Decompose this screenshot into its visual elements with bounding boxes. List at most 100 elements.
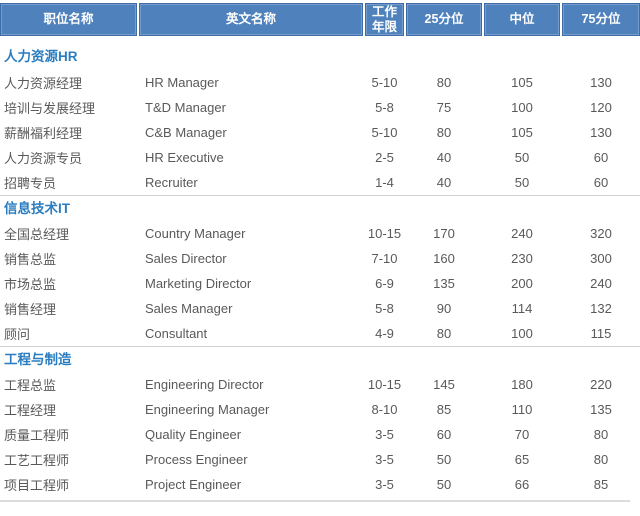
cell-work-years: 3-5 [375,427,394,442]
cell-p25: 145 [433,377,455,392]
cell-p25: 80 [436,125,452,140]
table-section-0: 人力资源HR 人力资源经理 HR Manager 5-10 80 105 130 培训与发展经… [0,36,640,195]
cell-median: 100 [511,326,533,341]
section-divider [0,195,640,196]
table-row: 培训与发展经理 T&D Manager 5-8 75 100 120 [0,95,640,120]
cell-work-years: 8-10 [371,402,398,417]
cell-p25: 160 [433,251,455,266]
cell-p75: 135 [590,402,612,417]
cell-median: 114 [511,301,533,316]
cell-english-name: Sales Manager [145,301,233,316]
table-row: 工艺工程师 Process Engineer 3-5 50 65 80 [0,447,640,472]
cell-p75: 130 [590,125,612,140]
cell-work-years: 2-5 [375,150,394,165]
column-header-position-name: 职位名称 [0,3,137,36]
column-header-work-years: 工作年限 [365,3,404,36]
cell-p25: 40 [436,150,452,165]
column-header-p75: 75分位 [562,3,640,36]
cell-english-name: Process Engineer [145,452,248,467]
cell-median: 50 [514,175,530,190]
cell-median: 105 [511,75,533,90]
cell-work-years: 5-8 [375,100,394,115]
cell-median: 65 [514,452,530,467]
table-row: 人力资源专员 HR Executive 2-5 40 50 60 [0,145,640,170]
cell-work-years: 7-10 [371,251,398,266]
cell-position-name: 销售总监 [4,252,57,267]
cell-median: 200 [511,276,533,291]
table-row: 工程经理 Engineering Manager 8-10 85 110 135 [0,397,640,422]
cell-p25: 50 [436,452,452,467]
section-title: 工程与制造 [4,352,72,367]
section-title: 人力资源HR [4,49,78,64]
cell-p25: 85 [436,402,452,417]
table-row: 销售总监 Sales Director 7-10 160 230 300 [0,246,640,271]
cell-p25: 90 [436,301,452,316]
cell-position-name: 全国总经理 [4,227,70,242]
table-row: 招聘专员 Recruiter 1-4 40 50 60 [0,170,640,195]
cell-position-name: 工程总监 [4,378,57,393]
cell-p25: 80 [436,326,452,341]
cell-p75: 240 [590,276,612,291]
cell-english-name: Consultant [145,326,208,341]
cell-english-name: C&B Manager [145,125,227,140]
cell-english-name: Quality Engineer [145,427,242,442]
table-body: 人力资源HR 人力资源经理 HR Manager 5-10 80 105 130 培训与发展经… [0,36,640,502]
table-header-row: 职位名称 英文名称 工作年限 25分位 中位 75分位 [0,3,640,36]
cell-median: 50 [514,150,530,165]
cell-work-years: 5-10 [371,125,398,140]
table-row: 薪酬福利经理 C&B Manager 5-10 80 105 130 [0,120,640,145]
cell-english-name: HR Manager [145,75,219,90]
cell-english-name: HR Executive [145,150,224,165]
cell-position-name: 项目工程师 [4,478,70,493]
table-row: 项目工程师 Project Engineer 3-5 50 66 85 [0,472,640,497]
section-title: 信息技术IT [4,201,70,216]
cell-p25: 40 [436,175,452,190]
cell-p25: 50 [436,477,452,492]
column-header-p25: 25分位 [406,3,482,36]
section-divider [0,346,640,347]
cell-p25: 60 [436,427,452,442]
table-row: 全国总经理 Country Manager 10-15 170 240 320 [0,221,640,246]
cell-work-years: 10-15 [367,377,402,392]
cell-median: 110 [511,402,533,417]
table-row: 市场总监 Marketing Director 6-9 135 200 240 [0,271,640,296]
cell-position-name: 人力资源专员 [4,151,83,166]
cell-p25: 170 [433,226,455,241]
cell-median: 240 [511,226,533,241]
cell-median: 105 [511,125,533,140]
cell-work-years: 3-5 [375,452,394,467]
cell-english-name: Recruiter [145,175,198,190]
cell-english-name: Engineering Director [145,377,264,392]
cell-p75: 85 [593,477,609,492]
cell-position-name: 工程经理 [4,403,57,418]
cell-p75: 132 [590,301,612,316]
cell-p75: 60 [593,175,609,190]
cell-median: 66 [514,477,530,492]
cell-p75: 80 [593,427,609,442]
cell-p75: 115 [590,326,612,341]
cell-position-name: 招聘专员 [4,176,57,191]
cell-position-name: 培训与发展经理 [4,101,96,116]
cell-p75: 60 [593,150,609,165]
cell-p75: 320 [590,226,612,241]
salary-table-page: 职位名称 英文名称 工作年限 25分位 中位 75分位 人力资源HR 人力资源经理 HR Ma… [0,3,640,516]
cell-position-name: 顾问 [4,327,31,342]
cell-work-years: 5-8 [375,301,394,316]
cell-position-name: 工艺工程师 [4,453,70,468]
table-row: 质量工程师 Quality Engineer 3-5 60 70 80 [0,422,640,447]
cell-p25: 135 [433,276,455,291]
cell-english-name: Project Engineer [145,477,242,492]
cell-p75: 300 [590,251,612,266]
cell-p25: 80 [436,75,452,90]
table-row: 顾问 Consultant 4-9 80 100 115 [0,321,640,346]
cell-p75: 120 [590,100,612,115]
cell-english-name: Country Manager [145,226,246,241]
cell-p75: 130 [590,75,612,90]
cell-english-name: Marketing Director [145,276,252,291]
cell-work-years: 4-9 [375,326,394,341]
cell-position-name: 人力资源经理 [4,76,83,91]
cell-work-years: 3-5 [375,477,394,492]
cell-position-name: 薪酬福利经理 [4,126,83,141]
column-header-median: 中位 [484,3,560,36]
table-section-2: 工程与制造 工程总监 Engineering Director 10-15 145 180… [0,346,640,497]
